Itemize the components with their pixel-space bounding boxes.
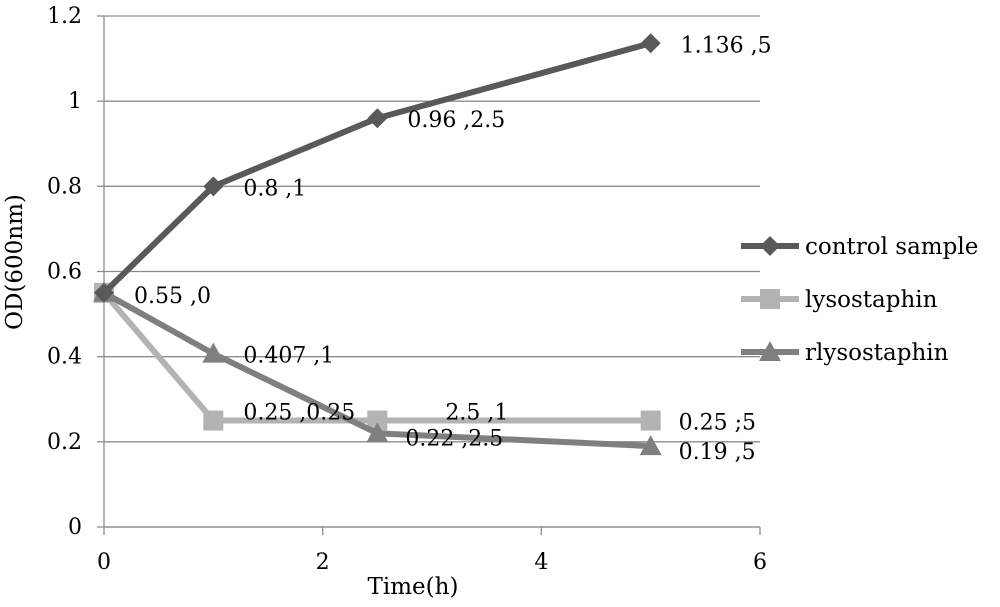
- y-axis-title: OD(600nm): [2, 194, 28, 330]
- legend-label-control-sample: control sample: [805, 234, 978, 260]
- data-label-lysostaphin: 0.25 ,0.25: [243, 401, 355, 426]
- data-point-control-sample: [94, 282, 114, 303]
- y-tick-label: 0.2: [47, 430, 82, 455]
- legend-label-rlysostaphin: rlysostaphin: [805, 340, 949, 366]
- data-label-control-sample: 1.136 ,5: [681, 33, 772, 58]
- data-point-lysostaphin: [203, 410, 224, 431]
- legend-label-lysostaphin: lysostaphin: [805, 287, 938, 313]
- y-tick-label: 1: [68, 89, 82, 114]
- data-label-rlysostaphin: 0.22 ,2.5: [405, 426, 503, 451]
- data-point-control-sample: [640, 33, 661, 54]
- data-point-lysostaphin: [367, 410, 388, 431]
- y-tick-label: 1.2: [47, 4, 82, 29]
- series-layer: [93, 33, 662, 456]
- data-label-control-sample: 0.96 ,2.5: [407, 108, 505, 133]
- x-axis-title: Time(h): [368, 574, 459, 600]
- data-point-control-sample: [203, 176, 224, 197]
- legend-marker-lysostaphin: [760, 289, 780, 309]
- label-layer: 0.8 ,10.96 ,2.51.136 ,50.25 ,0.25 2.5 ,1 0…: [134, 33, 772, 465]
- data-label-lysostaphin: 0.25 ;5: [679, 411, 756, 436]
- data-point-rlysostaphin: [639, 435, 662, 456]
- y-tick-label: 0.8: [47, 174, 82, 199]
- data-point-rlysostaphin: [202, 342, 225, 363]
- data-label-rlysostaphin: 0.407 ,1: [243, 344, 334, 369]
- x-tick-label: 2: [316, 550, 330, 575]
- data-label-rlysostaphin: 0.19 ,5: [679, 440, 756, 465]
- data-label-rlysostaphin: 0.55 ,0: [134, 284, 211, 309]
- x-tick-label: 4: [534, 550, 548, 575]
- data-label-lysostaphin: 2.5 ,1: [445, 401, 508, 426]
- data-point-control-sample: [367, 108, 388, 129]
- series-line-control-sample: [101, 40, 654, 296]
- data-label-control-sample: 0.8 ,1: [243, 176, 306, 201]
- y-tick-label: 0: [68, 515, 82, 540]
- legend-marker-control-sample: [760, 236, 780, 256]
- axis-layer: 0 0.2 0.4 0.6 0.8 1 1.2 0 2 4 6: [47, 4, 767, 575]
- series-line-rlysostaphin: [101, 289, 654, 450]
- legend-layer: control sample lysostaphin rlysostaphin: [741, 234, 978, 366]
- series-line-lysostaphin: [101, 289, 654, 424]
- legend-marker-rlysostaphin: [759, 341, 781, 361]
- data-point-rlysostaphin: [366, 422, 389, 443]
- y-tick-label: 0.6: [47, 260, 82, 285]
- x-tick-label: 0: [97, 550, 111, 575]
- data-point-lysostaphin: [640, 410, 661, 431]
- y-tick-label: 0.4: [47, 345, 82, 370]
- x-tick-label: 6: [753, 550, 767, 575]
